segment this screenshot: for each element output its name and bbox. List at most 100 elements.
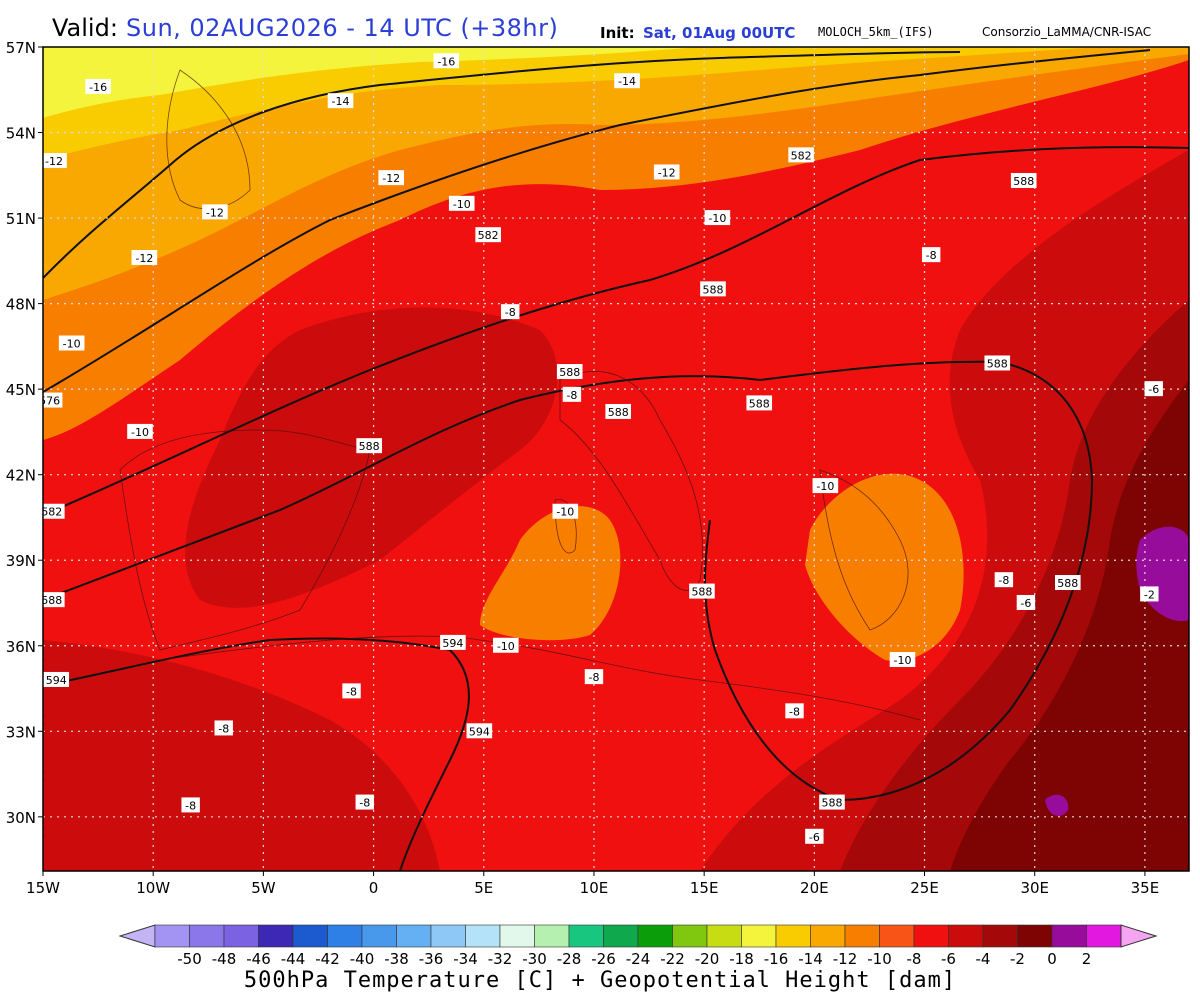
- contour-label: 582: [43, 503, 65, 519]
- contour-label-box: [1144, 381, 1163, 397]
- temp-purple-patch-small: [1045, 794, 1069, 816]
- contour-label-text: 588: [41, 594, 62, 607]
- contour-label-box: [746, 395, 773, 411]
- contour-label-box: [921, 247, 941, 263]
- lat-tick-label: 54N: [6, 125, 36, 143]
- contour-label-text: 588: [359, 440, 380, 453]
- colorbar-swatch: [879, 924, 915, 948]
- contour-label: 594: [466, 723, 493, 739]
- geopotential-contours: [43, 49, 1189, 871]
- contour-label: -16: [433, 53, 460, 69]
- contour-label: 588: [556, 364, 583, 380]
- contour-label-text: -6: [809, 831, 820, 844]
- contour-label-text: -8: [926, 249, 937, 262]
- contour-label: -8: [994, 572, 1014, 588]
- colorbar-swatch: [948, 924, 984, 948]
- contour-label-box: [448, 195, 475, 211]
- temp-orange-blob-tyrrhenian: [480, 506, 621, 641]
- contour-label: -6: [805, 828, 824, 844]
- colorbar-tick-label: -6: [941, 950, 956, 968]
- contour-label-box: [704, 210, 731, 226]
- contour-label-text: -8: [359, 797, 370, 810]
- contour-label-box: [127, 423, 153, 439]
- colorbar-swatch: [775, 924, 811, 948]
- lon-tick-label: 0: [369, 879, 379, 897]
- temp-band-dark-red-south: [43, 640, 440, 871]
- contour-label-box: [43, 671, 70, 687]
- contour-label-box: [1140, 586, 1159, 602]
- contour-label-text: 588: [1013, 175, 1034, 188]
- lat-tick-label: 51N: [6, 210, 36, 228]
- colorbar-swatch: [396, 924, 432, 948]
- colorbar-swatch: [258, 924, 294, 948]
- colorbar-high-arrow: [1120, 924, 1158, 948]
- contour-label-text: -10: [497, 640, 515, 653]
- contour-label: -10: [552, 503, 579, 519]
- contour-label-text: -8: [588, 671, 599, 684]
- contour-label-text: -10: [816, 480, 834, 493]
- coast-north-africa: [159, 635, 921, 721]
- contour-label: -6: [1144, 381, 1163, 397]
- contour-label: -8: [355, 794, 374, 810]
- contour-label-text: 588: [749, 397, 770, 410]
- height-contour-582: [43, 49, 1151, 393]
- contour-label-text: -12: [382, 172, 400, 185]
- contour-label: 588: [605, 403, 632, 419]
- contour-label-box: [342, 683, 361, 699]
- contour-label-box: [181, 797, 200, 813]
- contour-label: -10: [889, 652, 916, 668]
- contour-label: -6: [1016, 594, 1036, 610]
- colorbar-tick-label: -48: [212, 950, 237, 968]
- contour-label-box: [58, 335, 85, 351]
- contour-label-text: -16: [437, 55, 455, 68]
- contour-labels: -16 -16 -14 -14 -12 -12 -12 -12 -12 -10 -10 -10 -10 -…: [41, 53, 1163, 844]
- contour-label-box: [1016, 594, 1036, 610]
- contour-label-box: [433, 53, 460, 69]
- contour-label: -8: [342, 683, 361, 699]
- colorbar-tick-label: -38: [384, 950, 409, 968]
- contour-label: 588: [746, 395, 773, 411]
- lon-tick-label: 15E: [690, 879, 719, 897]
- contour-label: -10: [704, 210, 731, 226]
- weather-map: -16 -16 -14 -14 -12 -12 -12 -12 -12 -10 -10 -10 -10 -…: [6, 39, 1190, 897]
- contour-label-text: -8: [566, 389, 577, 402]
- colorbar-swatch: [154, 924, 190, 948]
- contour-label-text: -14: [332, 95, 350, 108]
- colorbar-tick-label: -50: [177, 950, 202, 968]
- contour-label-text: 588: [691, 586, 712, 599]
- contour-label-text: -10: [131, 426, 149, 439]
- contour-label: 594: [440, 634, 466, 650]
- colorbar-tick-label: -2: [1010, 950, 1025, 968]
- colorbar-swatch: [465, 924, 501, 948]
- contour-label-text: -14: [618, 75, 636, 88]
- contour-label: -8: [921, 247, 941, 263]
- contour-label: -12: [202, 204, 228, 220]
- lon-tick-label: 30E: [1020, 879, 1049, 897]
- colorbar-swatch: [810, 924, 846, 948]
- contour-label-text: -16: [89, 81, 107, 94]
- model-name: MOLOCH_5km_(IFS): [818, 25, 934, 39]
- latitude-axis: 57N 54N 51N 48N 45N 42N 39N 36N 33N 30N: [6, 39, 43, 827]
- colorbar-swatch: [430, 924, 466, 948]
- colorbar-tick-label: -40: [350, 950, 375, 968]
- contour-label-box: [1054, 575, 1081, 591]
- contour-label: -10: [812, 478, 839, 494]
- colorbar-swatch: [741, 924, 777, 948]
- colorbar-swatch: [223, 924, 259, 948]
- contour-label: -12: [653, 164, 680, 180]
- contour-label-text: 588: [608, 406, 629, 419]
- contour-label-text: -8: [346, 685, 357, 698]
- longitude-axis: 15W 10W 5W 0 5E 10E 15E 20E 25E 30E 35E: [26, 871, 1159, 897]
- colorbar-tick-label: -16: [764, 950, 789, 968]
- contour-label-box: [556, 364, 583, 380]
- colorbar-swatch: [637, 924, 673, 948]
- lat-tick-label: 39N: [6, 552, 36, 570]
- contour-label-text: 588: [1057, 577, 1078, 590]
- contour-label-box: [355, 794, 374, 810]
- contour-label-text: -8: [998, 574, 1009, 587]
- contour-label-text: 588: [702, 283, 723, 296]
- contour-label-box: [614, 73, 640, 89]
- contour-label-box: [689, 583, 715, 599]
- contour-label-text: -10: [556, 506, 574, 519]
- contour-label: -10: [127, 423, 153, 439]
